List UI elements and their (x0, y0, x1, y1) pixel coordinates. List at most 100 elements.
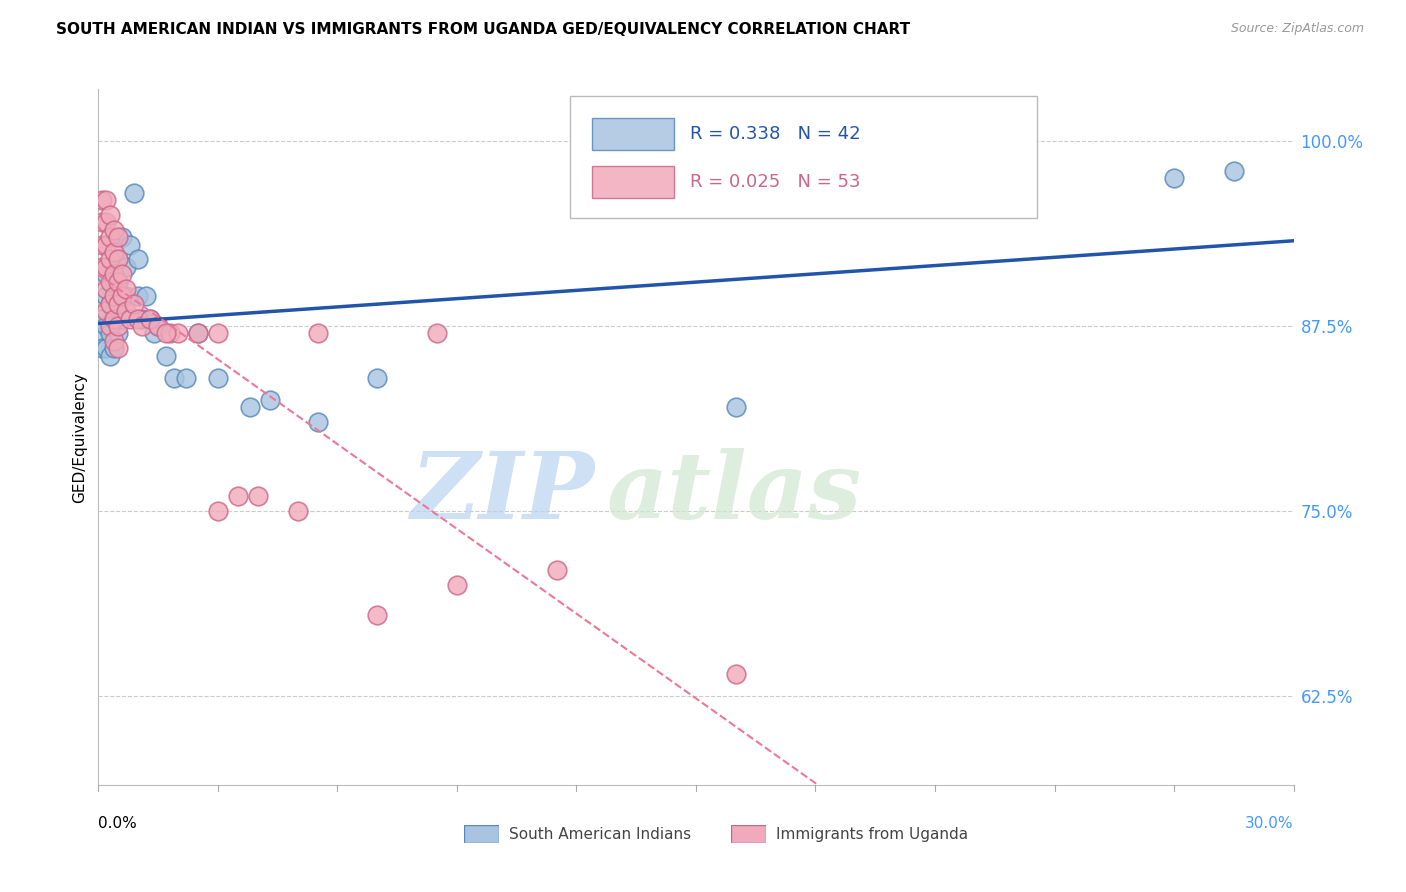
Point (103, 304, 125, 318)
Point (111, 311, 134, 326)
Point (107, 252, 129, 267)
Point (207, 371, 229, 385)
Point (91, 260, 114, 274)
Point (103, 289, 125, 303)
Point (96, 341, 118, 355)
Point (207, 326, 229, 341)
Point (100, 252, 122, 267)
Point (100, 297, 122, 311)
Point (115, 260, 138, 274)
Point (107, 297, 129, 311)
Point (100, 319, 122, 334)
Point (107, 341, 129, 355)
Point (103, 267, 125, 281)
Point (239, 401, 262, 415)
Point (96, 260, 118, 274)
Point (96, 304, 118, 318)
Point (307, 326, 329, 341)
Point (96, 193, 118, 207)
Point (96, 237, 118, 252)
Point (115, 289, 138, 303)
Point (207, 504, 229, 518)
Point (1222, 163, 1246, 178)
Point (120, 311, 142, 326)
Point (174, 371, 197, 385)
Point (103, 275, 125, 289)
Point (163, 371, 186, 385)
Point (107, 252, 129, 267)
Text: ZIP: ZIP (411, 448, 595, 538)
Point (103, 223, 125, 237)
Text: SOUTH AMERICAN INDIAN VS IMMIGRANTS FROM UGANDA GED/EQUIVALENCY CORRELATION CHAR: SOUTH AMERICAN INDIAN VS IMMIGRANTS FROM… (56, 22, 910, 37)
Point (124, 186, 146, 200)
Point (131, 311, 153, 326)
Point (127, 252, 149, 267)
Point (135, 289, 157, 303)
Point (426, 326, 449, 341)
Point (307, 415, 329, 429)
Point (96, 282, 118, 296)
Point (366, 607, 388, 622)
Point (724, 401, 747, 415)
Point (167, 326, 190, 341)
Point (100, 349, 122, 363)
Point (115, 282, 138, 296)
Point (91, 341, 114, 355)
Point (124, 297, 146, 311)
Point (287, 504, 309, 518)
Point (96, 267, 118, 281)
Point (91, 193, 114, 207)
Point (103, 311, 125, 326)
Point (107, 275, 129, 289)
Point (246, 489, 269, 503)
Point (100, 230, 122, 244)
Y-axis label: GED/Equivalency: GED/Equivalency (72, 372, 87, 502)
FancyBboxPatch shape (592, 166, 675, 198)
Point (1163, 171, 1185, 186)
Point (131, 319, 153, 334)
Point (107, 230, 129, 244)
Text: 30.0%: 30.0% (1246, 816, 1294, 831)
Point (96, 289, 118, 303)
Point (159, 326, 181, 341)
Point (91, 311, 114, 326)
Text: R = 0.338   N = 42: R = 0.338 N = 42 (690, 126, 860, 144)
Point (111, 230, 134, 244)
Point (724, 667, 747, 681)
Text: Source: ZipAtlas.com: Source: ZipAtlas.com (1230, 22, 1364, 36)
Point (148, 319, 170, 334)
FancyBboxPatch shape (592, 119, 675, 151)
Point (96, 215, 118, 229)
Point (259, 393, 281, 408)
Text: 0.0%: 0.0% (98, 816, 138, 831)
Point (139, 311, 162, 326)
Text: R = 0.025   N = 53: R = 0.025 N = 53 (690, 173, 860, 191)
Point (115, 304, 138, 318)
Point (155, 349, 177, 363)
Point (107, 297, 129, 311)
Text: South American Indians: South American Indians (509, 827, 692, 841)
Point (100, 275, 122, 289)
Point (226, 489, 249, 503)
Point (103, 341, 125, 355)
Point (187, 326, 209, 341)
Point (143, 326, 166, 341)
Point (127, 311, 149, 326)
Point (100, 326, 122, 341)
Point (148, 319, 170, 334)
Point (187, 326, 209, 341)
Point (107, 319, 129, 334)
Point (103, 334, 125, 348)
Point (91, 215, 114, 229)
Point (100, 297, 122, 311)
Point (107, 326, 129, 341)
Point (155, 326, 177, 341)
Point (107, 275, 129, 289)
FancyBboxPatch shape (571, 96, 1036, 218)
Point (546, 563, 568, 577)
Point (91, 237, 114, 252)
Point (111, 289, 134, 303)
Point (103, 245, 125, 260)
Point (100, 208, 122, 222)
Text: Immigrants from Uganda: Immigrants from Uganda (776, 827, 969, 841)
